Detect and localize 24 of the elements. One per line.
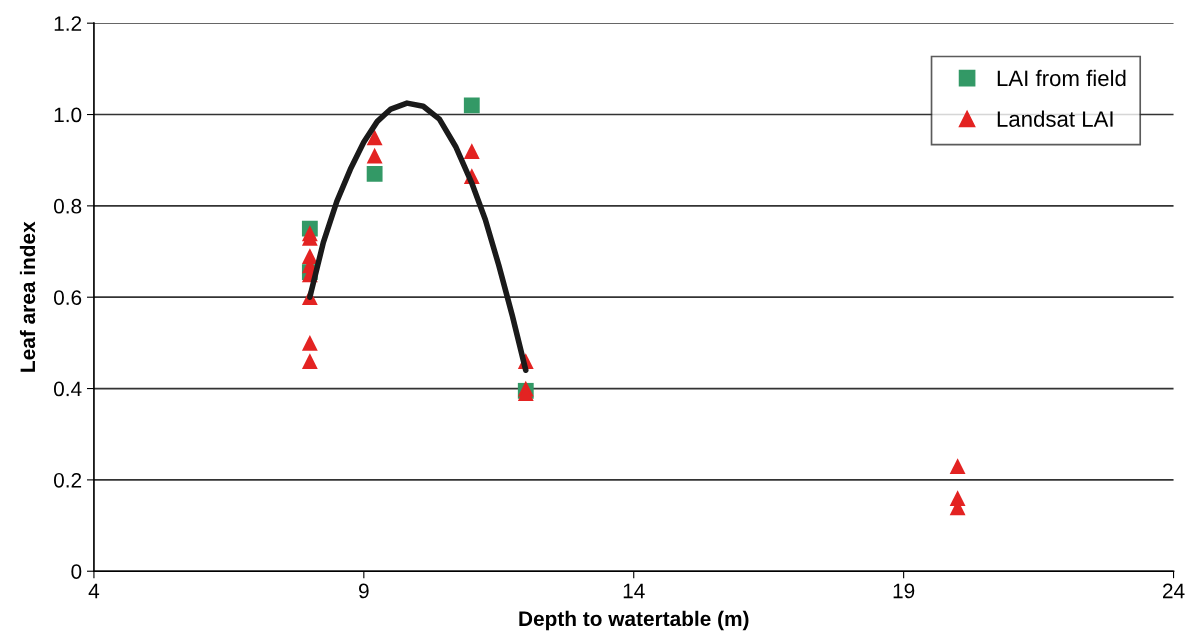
legend-label: LAI from field	[997, 69, 1126, 87]
x-tick-label: 9	[359, 583, 369, 599]
y-tick-label: 1.2	[54, 16, 82, 31]
point	[949, 458, 966, 475]
x-tick-label: 4	[88, 583, 100, 599]
y-tick-label: 1.0	[54, 107, 82, 123]
point	[463, 143, 480, 159]
y-tick-label: 0.2	[53, 472, 82, 488]
point	[301, 353, 318, 370]
y-tick-label: 0.4	[53, 381, 82, 397]
y-axis-title: Leaf area index	[19, 221, 36, 372]
point	[301, 334, 318, 351]
point	[463, 97, 480, 114]
x-axis-title: Depth to watertable (m)	[519, 610, 749, 631]
legend-label: Landsat LAI	[997, 110, 1113, 127]
point	[366, 129, 383, 146]
y-tick-label: 0.6	[53, 290, 82, 305]
y-tick-label: 0.8	[53, 198, 82, 214]
point	[366, 147, 383, 164]
x-tick-label: 14	[623, 583, 645, 599]
x-tick-label: 24	[1163, 583, 1185, 599]
y-tick-label: 0	[71, 564, 82, 579]
point	[366, 165, 383, 182]
x-tick-label: 19	[893, 583, 915, 599]
